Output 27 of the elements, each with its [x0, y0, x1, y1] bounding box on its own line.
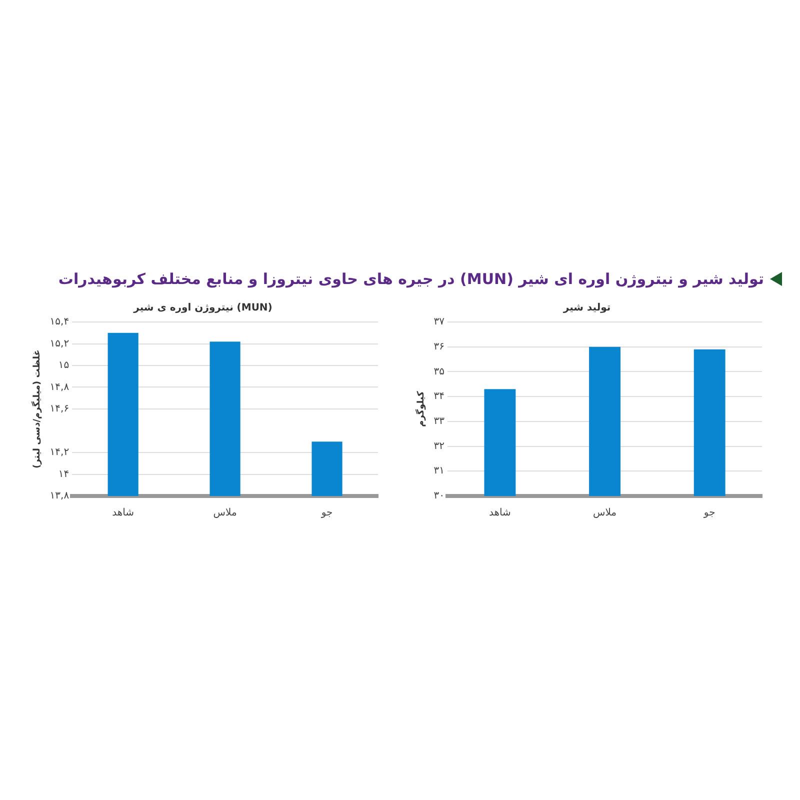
- y-tick-label: ۱۵,۴: [50, 316, 70, 328]
- chart-title: نیتروژن اوره ی شیر (MUN): [132, 302, 272, 314]
- y-tick-label: ۳۱: [434, 466, 445, 477]
- y-tick-label: ۱۳,۸: [50, 490, 70, 502]
- x-tick-label: ملاس: [213, 508, 237, 519]
- y-tick-label: ۳۶: [434, 341, 445, 352]
- y-axis-title: غلظت (میلیگرم/دسی لیتر): [30, 350, 43, 468]
- y-tick-label: ۱۵,۲: [50, 338, 70, 350]
- y-tick-label: ۱۴: [58, 468, 70, 480]
- y-tick-label: ۳۲: [434, 440, 445, 452]
- y-tick-label: ۳۵: [434, 366, 445, 378]
- y-tick-label: ۳۷: [434, 316, 446, 328]
- y-tick-label: ۱۴,۶: [50, 404, 70, 415]
- y-tick-label: ۱۴,۸: [50, 382, 70, 393]
- y-axis-title: کیلوگرم: [414, 390, 427, 427]
- x-tick-label: ملاس: [593, 508, 617, 519]
- y-tick-label: ۳۳: [434, 416, 446, 428]
- text: تولید شیر و نیتروژن اوره ای شیر (MUN) در جیره های حاوی نیتروزا و منابع مختلف کربوهیدرات: [58, 270, 764, 288]
- x-tick-label: شاهد: [488, 508, 511, 519]
- x-tick-label: جو: [702, 508, 716, 519]
- y-tick-label: ۳۰: [434, 490, 445, 502]
- y-tick-label: ۱۵: [58, 360, 70, 372]
- x-tick-label: جو: [320, 508, 333, 519]
- chart-title: تولید شیر: [562, 302, 611, 314]
- y-tick-label: ۱۴,۲: [50, 447, 70, 458]
- y-tick-label: ۳۴: [434, 391, 445, 402]
- x-tick-label: شاهد: [112, 508, 134, 519]
